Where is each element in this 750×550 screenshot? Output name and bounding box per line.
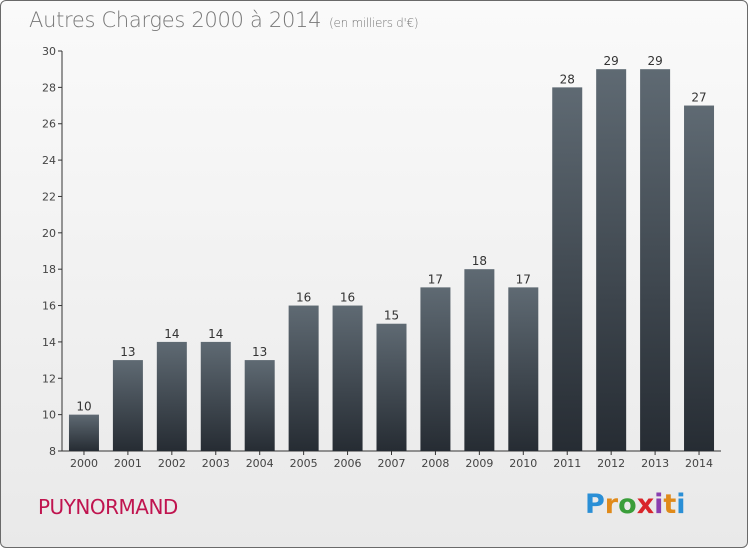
data-label-2010: 17 [516, 272, 531, 286]
x-tick-label: 2001 [114, 457, 142, 470]
y-tick-label: 14 [42, 336, 56, 349]
bar-2007 [376, 323, 407, 451]
bar-2012 [596, 69, 627, 451]
y-tick-label: 16 [42, 300, 56, 313]
data-label-2001: 13 [120, 345, 135, 359]
y-tick-label: 24 [42, 154, 56, 167]
data-label-2013: 29 [647, 54, 662, 68]
logo-letter: P [585, 489, 605, 520]
logo-letter: x [636, 489, 655, 520]
x-tick-label: 2007 [378, 457, 406, 470]
city-name: PUYNORMAND [38, 495, 178, 519]
x-tick-label: 2014 [685, 457, 713, 470]
bar-2009 [464, 269, 495, 451]
y-tick-label: 20 [42, 227, 56, 240]
data-label-2002: 14 [164, 327, 179, 341]
bar-2000 [68, 414, 99, 451]
data-label-2012: 29 [604, 54, 619, 68]
x-tick-label: 2010 [509, 457, 537, 470]
x-tick-label: 2004 [246, 457, 274, 470]
bar-2005 [288, 305, 319, 451]
data-label-2009: 18 [472, 254, 487, 268]
bar-2011 [552, 87, 583, 451]
y-tick-label: 18 [42, 263, 56, 276]
data-label-2004: 13 [252, 345, 267, 359]
logo-letter: r [604, 489, 619, 520]
data-label-2008: 17 [428, 272, 443, 286]
y-tick-label: 28 [42, 81, 56, 94]
x-tick-label: 2003 [202, 457, 230, 470]
data-label-2014: 27 [691, 91, 706, 105]
bar-2006 [332, 305, 363, 451]
y-tick-label: 8 [49, 445, 56, 458]
y-tick-label: 22 [42, 190, 56, 203]
proxiti-logo: Proxiti [585, 489, 686, 520]
bar-2014 [684, 105, 715, 451]
x-tick-label: 2013 [641, 457, 669, 470]
bar-2001 [112, 360, 143, 451]
bar-2004 [244, 360, 275, 451]
data-label-2007: 15 [384, 309, 399, 323]
data-label-2000: 10 [76, 400, 91, 414]
bar-2003 [200, 341, 231, 451]
logo-letter: i [676, 489, 686, 520]
x-tick-label: 2009 [465, 457, 493, 470]
x-tick-label: 2006 [334, 457, 362, 470]
data-label-2003: 14 [208, 327, 223, 341]
bar-2008 [420, 287, 451, 451]
x-tick-label: 2002 [158, 457, 186, 470]
title-text: Autres Charges 2000 à 2014 [29, 8, 322, 32]
chart-data-labels: 10 13 14 14 13 16 16 15 17 18 17 28 29 29 27 [76, 54, 706, 413]
bar-2002 [156, 341, 187, 451]
chart-axes: 8 10 12 14 16 18 20 22 24 26 28 30 2000 2001 2002 2003 2… [42, 45, 721, 470]
logo-letter: o [618, 489, 637, 520]
data-label-2005: 16 [296, 291, 311, 305]
y-tick-label: 30 [42, 45, 56, 58]
y-tick-label: 12 [42, 372, 56, 385]
x-tick-label: 2005 [290, 457, 318, 470]
y-tick-label: 10 [42, 409, 56, 422]
x-tick-label: 2008 [421, 457, 449, 470]
x-tick-label: 2000 [70, 457, 98, 470]
bar-2013 [640, 69, 671, 451]
data-label-2006: 16 [340, 291, 355, 305]
bar-2010 [508, 287, 539, 451]
logo-letter: i [654, 489, 664, 520]
chart-title: Autres Charges 2000 à 2014 (en milliers d… [29, 8, 419, 32]
data-label-2011: 28 [560, 72, 575, 86]
chart-subtitle: (en milliers d'€) [329, 16, 419, 30]
x-tick-label: 2011 [553, 457, 581, 470]
logo-letter: t [663, 489, 677, 520]
y-tick-label: 26 [42, 118, 56, 131]
chart-bars [68, 69, 715, 451]
x-tick-label: 2012 [597, 457, 625, 470]
